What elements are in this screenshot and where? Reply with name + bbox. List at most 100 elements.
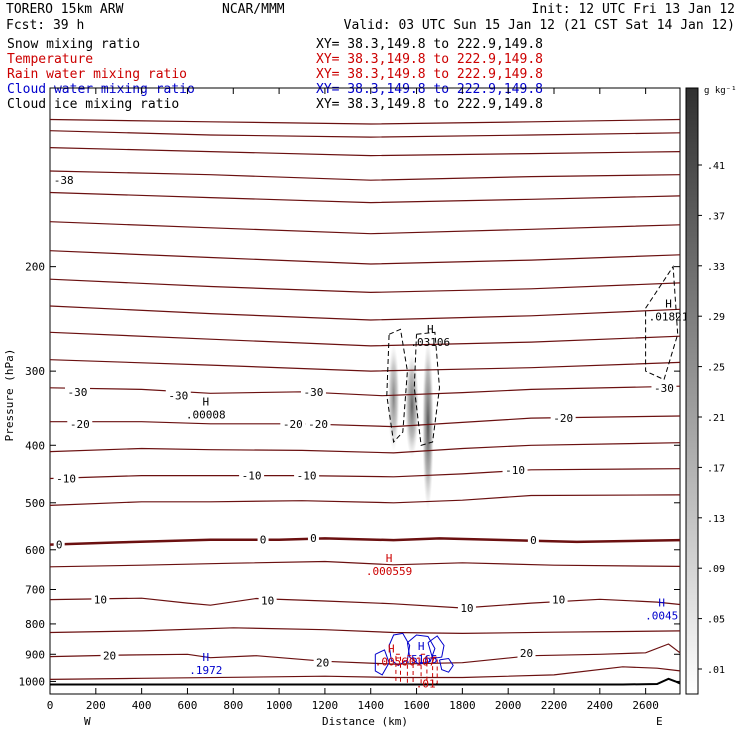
y-tick-label: 600 (25, 544, 45, 557)
isotherm-line (49, 442, 681, 454)
center-title: NCAR/MMM (222, 2, 285, 17)
field-name: Cloud water mixing ratio (7, 82, 195, 97)
field-name: Snow mixing ratio (7, 37, 140, 52)
isotherm-line (49, 221, 681, 235)
x-tick-label: 0 (47, 699, 54, 712)
rain-contour (406, 655, 414, 685)
colorbar-ticks: .01 .05 .09 .13 .17 .21 .25 .29 .33 .37 .41 (698, 161, 725, 676)
y-tick-label: 400 (25, 439, 45, 452)
y-tick-label: 700 (25, 584, 45, 597)
colorbar-tick-label: .21 (707, 413, 725, 424)
model-title: TORERO 15km ARW (6, 2, 124, 17)
colorbar-tick-label: .09 (707, 564, 725, 575)
snow-contour (645, 265, 679, 381)
plot-frame (49, 87, 681, 695)
colorbar-tick-label: .29 (707, 312, 725, 323)
colorbar-tick-label: .25 (707, 363, 725, 374)
temperature-label-bg (549, 593, 568, 606)
extremum-mark: H (202, 396, 209, 409)
temperature-label-bg (300, 385, 326, 398)
colorbar-tick-label: .01 (707, 665, 725, 676)
y-tick-label: 300 (25, 365, 45, 378)
temperature-label-bg (258, 594, 277, 607)
extremum-value: .000559 (366, 565, 412, 578)
ice-blob (387, 343, 400, 452)
y-tick-label: 500 (25, 497, 45, 510)
isotherm-line (49, 385, 681, 397)
y-tick-label: 900 (25, 648, 45, 661)
isotherm-line (49, 359, 681, 372)
temperature-label-bg (527, 534, 539, 547)
temperature-label: -20 (553, 412, 573, 425)
field-xy: XY= 38.3,149.8 to 222.9,149.8 (316, 97, 543, 112)
temperature-label-bg (457, 601, 476, 614)
snow-contour (413, 331, 441, 446)
colorbar-tick-label: .13 (707, 514, 725, 525)
extremum-value: .5165 (405, 653, 438, 666)
isotherm-line (49, 494, 681, 506)
isotherm-line (49, 278, 681, 294)
field-xy: XY= 38.3,149.8 to 222.9,149.8 (316, 67, 543, 82)
extremum-value: .03106 (410, 336, 450, 349)
y-tick-label: 800 (25, 618, 45, 631)
cloud-water-contour (406, 634, 436, 665)
x-tick-label: 1000 (266, 699, 293, 712)
field-legend: Snow mixing ratio XY= 38.3,149.8 to 222.9… (7, 37, 543, 112)
colorbar-tick-label: .41 (707, 161, 725, 172)
extrema-labels: H.00008H.03106H.01821H.000559H.0045H.197… (186, 297, 689, 690)
colorbar-unit: g kg⁻¹ (704, 86, 737, 96)
temperature-label-bg (550, 412, 576, 425)
snow-contours (386, 265, 679, 446)
cloud-water-contour (439, 657, 454, 673)
temperature-label: -30 (304, 386, 324, 399)
forecast-hour: Fcst: 39 h (6, 18, 84, 33)
temperature-label: -20 (283, 418, 303, 431)
field-xy: XY= 38.3,149.8 to 222.9,149.8 (316, 37, 543, 52)
temperature-label-bg (53, 472, 79, 485)
isotherm-line (49, 666, 681, 680)
temperature-label-bg (305, 417, 331, 430)
isotherm-line (49, 537, 681, 546)
x-tick-label: 1400 (357, 699, 384, 712)
field-name: Rain water mixing ratio (7, 67, 187, 82)
isotherm-line (49, 627, 681, 635)
extremum-value: .01 (416, 678, 436, 691)
cloud-water-contour (374, 649, 390, 676)
isotherm-line (49, 147, 681, 157)
temperature-label: -30 (168, 390, 188, 403)
x-tick-label: 1800 (449, 699, 476, 712)
temperature-label-bg (239, 469, 265, 482)
temperature-label-bg (51, 174, 77, 187)
temperature-label: -20 (308, 418, 328, 431)
colorbar (685, 87, 699, 695)
extremum-value: .00008 (186, 409, 226, 422)
temperature-label-bg (100, 649, 119, 662)
colorbar-tick-label: .33 (707, 262, 725, 273)
extremum-mark: H (665, 297, 672, 310)
temperature-label-bg (64, 385, 90, 398)
temperature-label: 20 (520, 647, 533, 660)
temperature-label-bg (280, 417, 306, 430)
temperature-label: -10 (505, 464, 525, 477)
extremum-mark: H (202, 651, 209, 664)
west-label: W (84, 715, 91, 728)
isotherm-line (49, 331, 681, 347)
isotherm-line (49, 191, 681, 204)
extremum-mark: H (427, 323, 434, 336)
extremum-mark: H (386, 552, 393, 565)
field-name: Temperature (7, 52, 93, 67)
temperature-label-bg (294, 469, 320, 482)
x-tick-label: 2400 (587, 699, 614, 712)
temperature-label: 0 (310, 532, 317, 545)
east-label: E (656, 715, 663, 728)
temperature-label: 0 (530, 534, 537, 547)
extremum-value: .1972 (189, 664, 222, 677)
isotherm-line (49, 130, 681, 138)
temperature-label: -30 (68, 386, 88, 399)
y-tick-label: 1000 (19, 675, 46, 688)
temperature-label: -10 (56, 472, 76, 485)
cloud-water-contours (374, 632, 454, 676)
isotherm-line (49, 170, 681, 181)
